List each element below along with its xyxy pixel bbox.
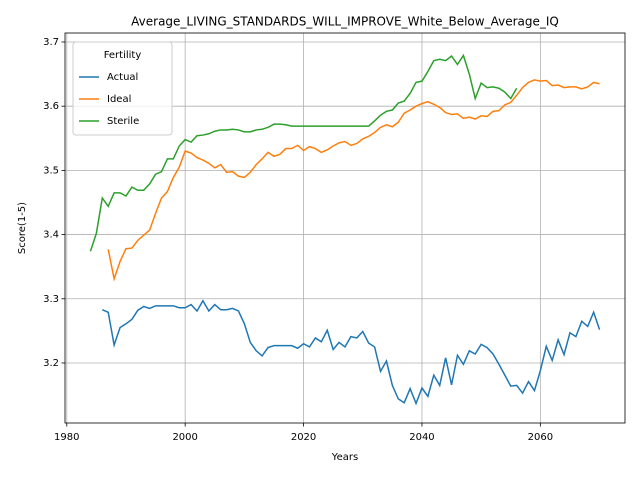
y-tick-label: 3.6: [43, 101, 59, 112]
legend-label: Sterile: [107, 116, 139, 127]
legend-title: Fertility: [104, 50, 142, 61]
x-axis-label: Years: [331, 452, 358, 463]
y-tick-label: 3.5: [43, 165, 59, 176]
x-tick-label: 2040: [409, 432, 434, 443]
legend-box: [72, 41, 173, 136]
x-tick-label: 2060: [528, 432, 553, 443]
line-series: [107, 79, 600, 282]
line-series: [101, 299, 601, 406]
x-tick-label: 2020: [291, 432, 316, 443]
y-tick-label: 3.2: [43, 358, 59, 369]
y-tick-label: 3.3: [43, 294, 59, 305]
x-tick-label: 2000: [172, 432, 197, 443]
legend-label: Actual: [107, 72, 138, 83]
x-tick-label: 1980: [54, 432, 79, 443]
y-tick-label: 3.4: [43, 230, 59, 241]
y-tick-label: 3.7: [43, 37, 59, 48]
legend-label: Ideal: [107, 94, 131, 105]
y-axis-label: Score(1-5): [17, 202, 28, 254]
line-series: [89, 53, 518, 252]
chart-title: Average_LIVING_STANDARDS_WILL_IMPROVE_Wh…: [131, 15, 559, 29]
plot-frame: [64, 32, 626, 424]
